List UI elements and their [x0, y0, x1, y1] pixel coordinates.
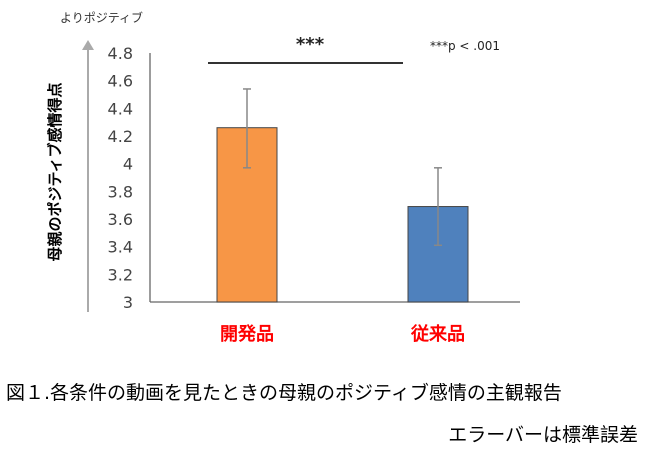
y-tick-label: 3.8: [108, 182, 133, 201]
figure-caption: 図１.各条件の動画を見たときの母親のポジティブ感情の主観報告: [6, 382, 562, 404]
significance-marker: ***: [296, 34, 325, 55]
y-axis-label: 母親のポジティブ感情得点: [46, 82, 64, 261]
category-label: 従来品: [410, 323, 465, 345]
y-tick-label: 4.8: [108, 44, 133, 63]
y-tick-label: 4.4: [108, 99, 133, 118]
y-tick-label: 4.2: [108, 127, 133, 146]
arrow-label: よりポジティブ: [60, 10, 143, 25]
y-tick-label: 3.6: [108, 210, 133, 229]
y-tick-label: 4.6: [108, 72, 133, 91]
significance-note: ***p < .001: [430, 39, 500, 53]
y-tick-label: 4: [123, 155, 133, 174]
error-bar-note: エラーバーは標準誤差: [448, 424, 638, 446]
positive-arrow-head: [82, 40, 94, 50]
y-tick-label: 3.4: [108, 238, 133, 257]
y-tick-label: 3.2: [108, 265, 133, 284]
bar-chart: よりポジティブ 母親のポジティブ感情得点 3 3.2 3.4 3.6 3.8 4 4.2 4.…: [46, 10, 520, 345]
y-tick-label: 3: [123, 293, 133, 312]
category-label: 開発品: [220, 323, 274, 345]
